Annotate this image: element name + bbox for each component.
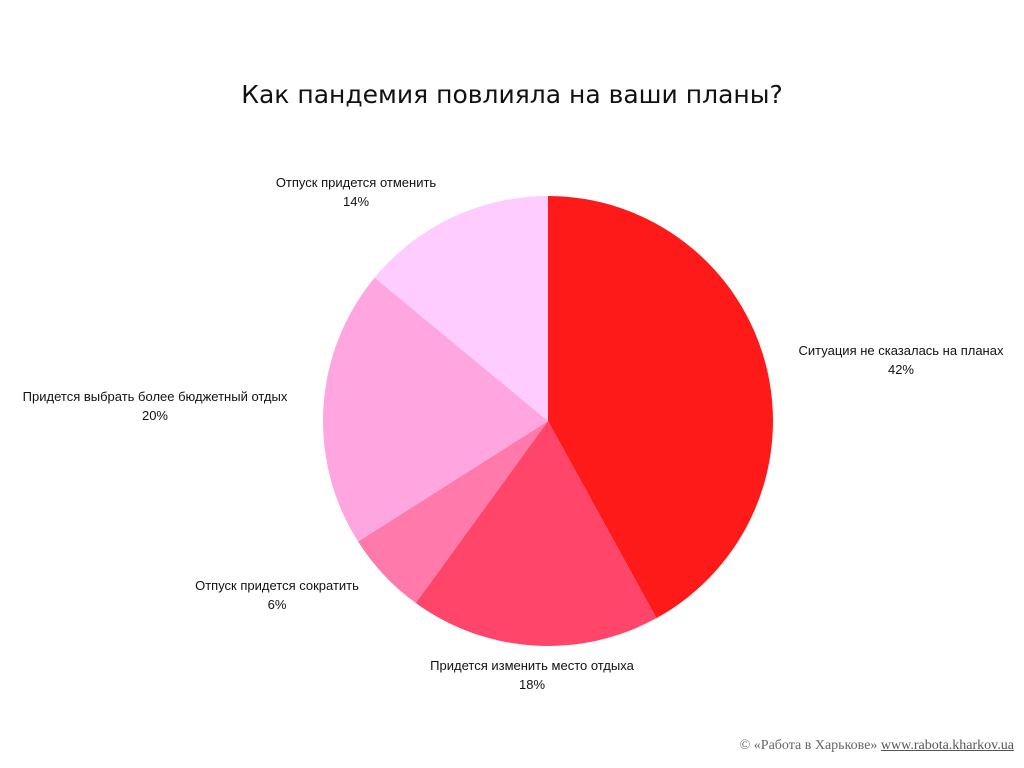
slice-value-label: 6% [267, 597, 287, 612]
footer: © «Работа в Харькове» www.rabota.kharkov… [740, 738, 1014, 754]
slice-label-text: Придется выбрать более бюджетный отдых [22, 389, 288, 404]
slice-value-label: 14% [342, 194, 370, 209]
footer-copyright: © «Работа в Харькове» [739, 738, 878, 753]
slice-label-text: Придется изменить место отдыха [430, 658, 634, 673]
slice-label-5: Отпуск придется отменить 14% [276, 173, 436, 211]
slice-label-text: Ситуация не сказалась на планах [798, 343, 1004, 358]
slice-label-text: Отпуск придется отменить [275, 175, 437, 190]
pie-slice-4 [322, 277, 548, 542]
slice-label-text: Отпуск придется сократить [195, 578, 359, 593]
footer-link[interactable]: www.rabota.kharkov.ua [880, 738, 1014, 753]
pie-slice-3 [358, 421, 548, 604]
pie-slice-2 [415, 421, 657, 646]
slice-label-4: Придется выбрать более бюджетный отдых 20… [23, 387, 288, 425]
pie-slice-5 [374, 196, 548, 421]
slice-label-3: Отпуск придется сократить 6% [195, 576, 359, 614]
pie-slice-1 [548, 196, 773, 619]
slice-value-label: 20% [141, 408, 169, 423]
slice-label-2: Придется изменить место отдыха 18% [430, 656, 634, 694]
chart-title: Как пандемия повлияла на ваши планы? [241, 80, 783, 109]
slice-value-label: 42% [887, 362, 915, 377]
slice-label-1: Ситуация не сказалась на планах 42% [799, 341, 1004, 379]
slice-value-label: 18% [518, 677, 546, 692]
